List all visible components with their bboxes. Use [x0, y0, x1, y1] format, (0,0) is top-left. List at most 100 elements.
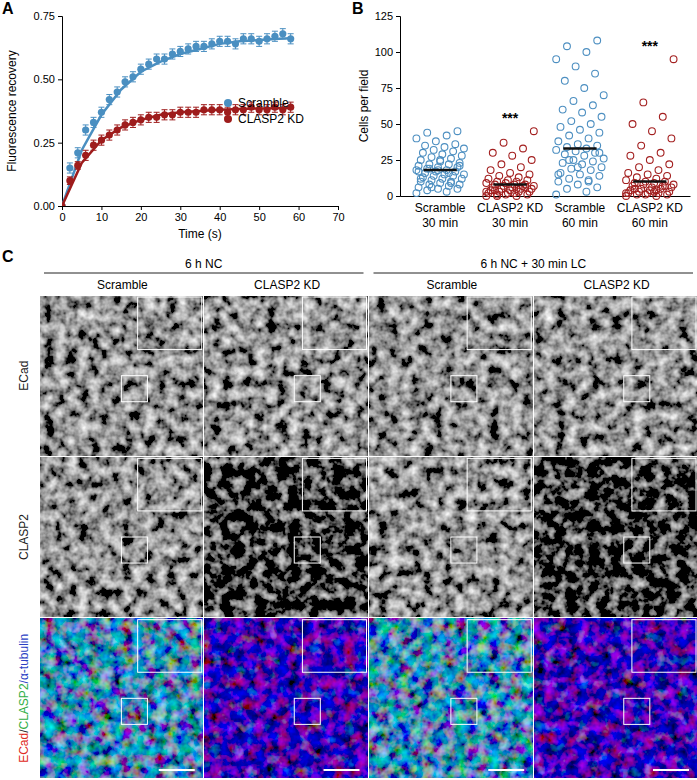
tick-label: 10 [96, 211, 108, 223]
point [640, 99, 647, 106]
inset [632, 458, 696, 511]
point [646, 157, 653, 164]
point [494, 193, 501, 200]
point [487, 167, 494, 174]
point [509, 152, 516, 159]
group [483, 128, 537, 200]
group [553, 37, 607, 198]
point [413, 135, 420, 142]
point [592, 70, 599, 77]
row-label: ECad [17, 361, 31, 391]
point [555, 171, 562, 178]
inset [632, 297, 696, 350]
point [458, 152, 465, 159]
tick: 0.75 [34, 10, 62, 22]
row-label-part: ECad [17, 733, 31, 763]
inset [302, 620, 366, 673]
group-rule [374, 273, 694, 274]
point [596, 129, 603, 136]
label-line: 30 min [492, 216, 528, 230]
point [498, 161, 505, 168]
tick-mark [141, 206, 142, 210]
point [649, 128, 656, 135]
point [655, 167, 662, 174]
legend-label: CLASP2 KD [238, 112, 304, 126]
point [553, 147, 560, 154]
category-label: Scramble30 min [415, 201, 466, 230]
legend-swatch [224, 99, 232, 107]
tick-mark [101, 206, 102, 210]
tick-mark [58, 79, 62, 80]
inset [467, 297, 531, 350]
point [577, 171, 584, 178]
point [430, 147, 437, 154]
legend-item: Scramble [224, 96, 289, 110]
point [623, 190, 630, 197]
tick: 0 [59, 206, 65, 223]
point [66, 164, 73, 171]
column-header: Scramble [427, 278, 478, 292]
point [568, 165, 575, 172]
tick: 0.50 [34, 73, 62, 85]
mean-line [424, 169, 457, 172]
group-rule [44, 273, 364, 274]
point [443, 132, 450, 139]
tick-mark [58, 143, 62, 144]
axis-line [63, 207, 339, 211]
micrograph [40, 457, 203, 616]
legend-swatch [224, 115, 232, 123]
point [424, 129, 431, 136]
point [566, 132, 573, 139]
micrograph [534, 296, 697, 455]
tick-label: 0.00 [34, 200, 55, 212]
tick: 125 [375, 10, 400, 22]
point [515, 174, 522, 181]
point [513, 185, 520, 192]
mean-line [633, 180, 666, 183]
point [623, 177, 630, 184]
point [452, 141, 459, 148]
point [448, 180, 455, 187]
point [555, 138, 562, 145]
y-axis: 0.00 0.25 0.50 0.75 [34, 10, 63, 212]
legend-label: Scramble [238, 96, 289, 110]
label-line: 60 min [562, 216, 598, 230]
point [505, 177, 512, 184]
panel-b: B0255075100125Scramble30 minCLASP2 KD30 … [352, 0, 691, 230]
tick: 60 [293, 206, 305, 223]
tick-label: 20 [135, 211, 147, 223]
point [594, 184, 601, 191]
group [413, 128, 467, 197]
tick: 75 [381, 82, 400, 94]
category-label: Scramble60 min [555, 201, 606, 230]
point [668, 135, 675, 142]
tick-label: 40 [214, 211, 226, 223]
point [559, 106, 566, 113]
point [415, 168, 422, 175]
micrograph [370, 619, 533, 778]
scale-bar [653, 769, 689, 771]
tick: 40 [214, 206, 226, 223]
tick-label: 0.50 [34, 73, 55, 85]
micrograph [205, 457, 368, 616]
tick-label: 50 [254, 211, 266, 223]
tick-mark [396, 124, 400, 125]
axis-line [58, 17, 63, 207]
row-label-part: ECad [17, 361, 31, 391]
point [653, 187, 660, 194]
micrograph [370, 457, 533, 616]
point [496, 172, 503, 179]
point [577, 126, 584, 133]
axis-title: Fluorescence recovery [5, 50, 19, 171]
annotation: *** [642, 38, 659, 54]
point [587, 167, 594, 174]
point [625, 170, 632, 177]
panel-a: A0102030405060700.000.250.500.75Time (s)… [2, 0, 345, 241]
roi-box [294, 537, 320, 563]
point [417, 157, 424, 164]
scale-bar [488, 769, 524, 771]
tick-label: 0.25 [34, 137, 55, 149]
tick: 100 [375, 46, 400, 58]
inset [138, 458, 202, 511]
point [422, 142, 429, 149]
